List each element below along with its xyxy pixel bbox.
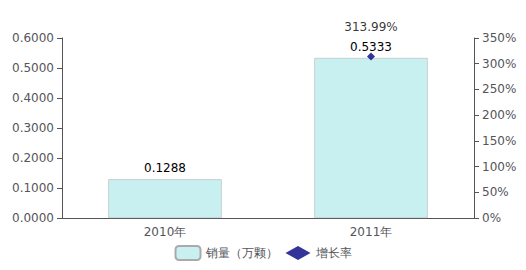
svg-text:0.2000: 0.2000	[12, 151, 54, 165]
svg-text:0.1000: 0.1000	[12, 181, 54, 195]
svg-text:100%: 100%	[482, 160, 516, 174]
svg-text:200%: 200%	[482, 108, 516, 122]
svg-text:2011年: 2011年	[350, 225, 393, 239]
svg-text:0%: 0%	[482, 211, 501, 225]
svg-text:销量（万颗）: 销量（万颗）	[205, 246, 278, 260]
svg-text:350%: 350%	[482, 31, 516, 45]
svg-text:0.3000: 0.3000	[12, 121, 54, 135]
svg-text:0.1288: 0.1288	[144, 161, 186, 175]
svg-text:0.5000: 0.5000	[12, 61, 54, 75]
svg-text:0.4000: 0.4000	[12, 91, 54, 105]
svg-text:增长率: 增长率	[315, 246, 352, 260]
svg-text:150%: 150%	[482, 134, 516, 148]
svg-text:50%: 50%	[482, 185, 509, 199]
svg-text:2010年: 2010年	[144, 225, 187, 239]
svg-text:0.5333: 0.5333	[350, 40, 392, 54]
svg-text:250%: 250%	[482, 82, 516, 96]
svg-text:300%: 300%	[482, 57, 516, 71]
svg-text:313.99%: 313.99%	[344, 20, 397, 34]
svg-text:0.0000: 0.0000	[12, 211, 54, 225]
svg-text:0.6000: 0.6000	[12, 31, 54, 45]
